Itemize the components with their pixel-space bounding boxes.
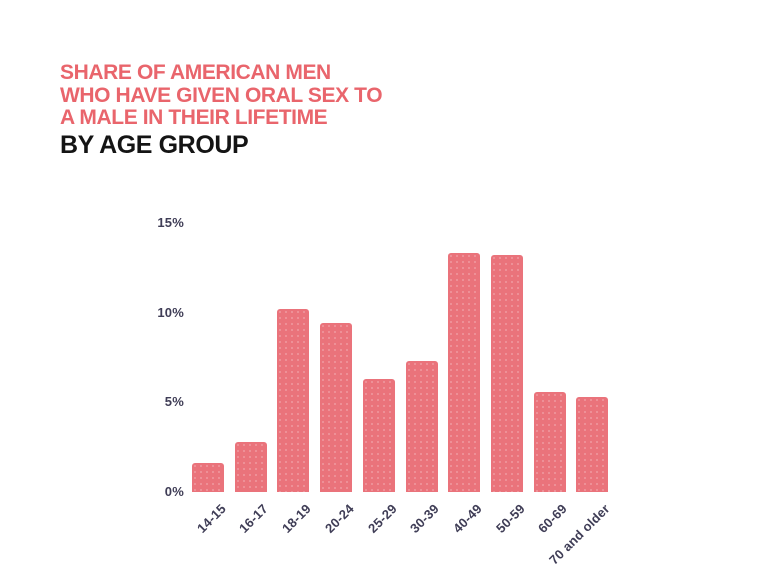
x-category-label: 14-15 [193,501,229,536]
chart-title-line-2: WHO HAVE GIVEN ORAL SEX TO [60,83,383,107]
x-category-label: 60-69 [535,501,571,536]
bar-25-29 [362,379,395,492]
chart-title-line-3: A MALE IN THEIR LIFETIME [60,106,328,129]
chart-subtitle: BY AGE GROUP [60,130,249,159]
chart-title-line-1: SHARE OF AMERICAN MEN [60,61,331,84]
x-category-label: 30-39 [407,501,443,536]
bar-20-24 [320,323,353,492]
bar-50-59 [490,255,523,492]
x-category-label: 50-59 [492,501,528,536]
bar-70 and older [576,396,609,492]
x-category-label: 16-17 [236,501,272,536]
bar-40-49 [448,253,481,492]
bar-14-15 [192,463,224,492]
bar-60-69 [533,391,566,492]
bar-18-19 [277,309,310,492]
bar-16-17 [234,441,267,492]
x-category-label: 18-19 [279,501,315,536]
y-tick-label: 15% [157,215,184,230]
x-category-label: 40-49 [449,501,485,536]
x-category-label: 25-29 [364,501,400,536]
chart-title-block: SHARE OF AMERICAN MEN WHO HAVE GIVEN ORA… [60,61,383,159]
y-tick-label: 0% [164,484,184,499]
bar-30-39 [405,361,438,492]
x-category-label: 20-24 [321,501,357,536]
y-tick-label: 5% [164,394,184,410]
y-tick-label: 10% [157,304,184,320]
